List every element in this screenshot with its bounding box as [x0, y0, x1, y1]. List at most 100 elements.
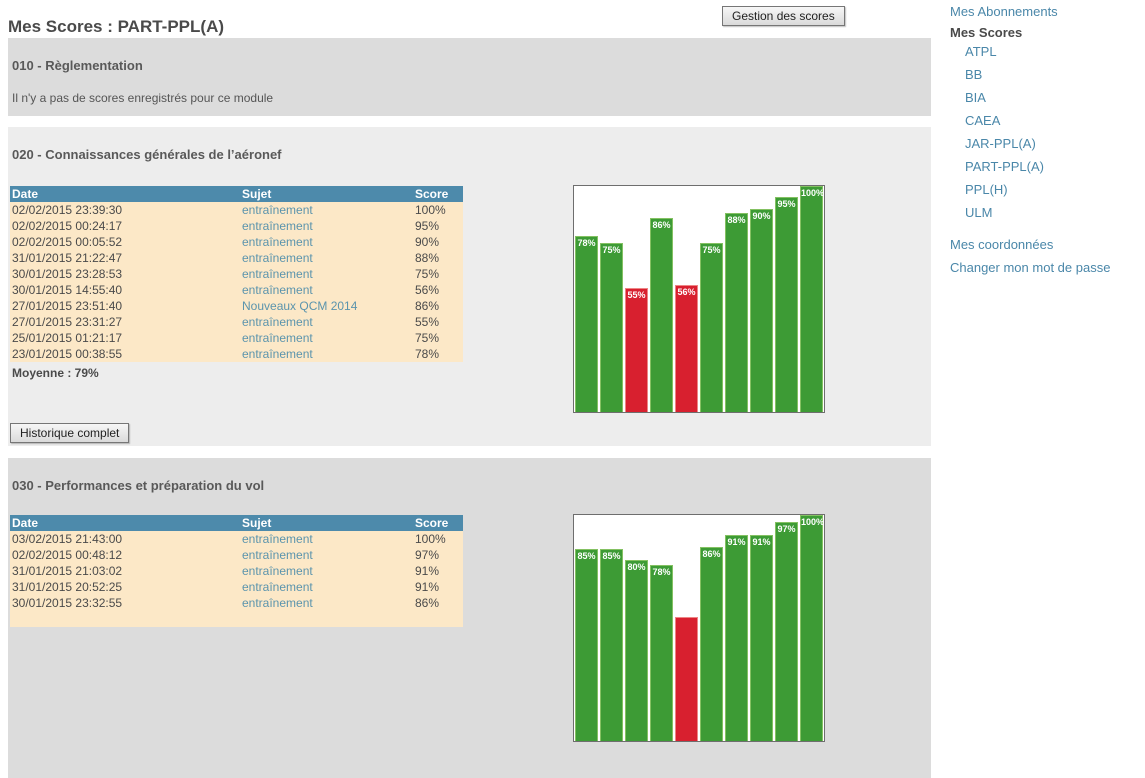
sidebar-item-ppl-h[interactable]: PPL(H): [965, 182, 1008, 197]
column-header-score: Score: [415, 187, 449, 201]
bar-label: 91%: [752, 537, 771, 548]
score-value: 56%: [415, 283, 440, 297]
score-bar: 88%: [725, 213, 748, 412]
sidebar-item-caea[interactable]: CAEA: [965, 113, 1001, 128]
bar-label: 55%: [627, 289, 646, 300]
score-value: 91%: [415, 564, 440, 578]
score-date: 30/01/2015 14:55:40: [12, 283, 123, 297]
score-date: 27/01/2015 23:51:40: [12, 299, 123, 313]
sidebar-link-mes-abonnements[interactable]: Mes Abonnements: [950, 4, 1058, 19]
score-bar: [675, 616, 698, 741]
score-date: 30/01/2015 23:32:55: [12, 596, 123, 610]
score-subject-link[interactable]: entraînement: [242, 347, 313, 361]
table-row: 31/01/2015 20:52:25 entraînement 91%: [10, 579, 463, 595]
bar-label: 86%: [702, 548, 721, 559]
score-date: 02/02/2015 00:48:12: [12, 548, 123, 562]
score-subject-link[interactable]: entraînement: [242, 532, 313, 546]
score-subject-link[interactable]: entraînement: [242, 548, 313, 562]
score-subject-link[interactable]: entraînement: [242, 596, 313, 610]
score-bar: 100%: [800, 186, 825, 412]
score-subject-link[interactable]: entraînement: [242, 251, 313, 265]
bar-label: 75%: [702, 244, 721, 255]
score-value: 86%: [415, 299, 440, 313]
bar-label: 78%: [577, 237, 596, 248]
score-chart: 85% 85% 80% 78% 86% 91% 91% 97% 100%: [573, 514, 825, 742]
sidebar-item-part-ppl-a[interactable]: PART-PPL(A): [965, 159, 1044, 174]
manage-scores-button[interactable]: Gestion des scores: [722, 6, 845, 26]
score-subject-link[interactable]: entraînement: [242, 283, 313, 297]
table-header-row: Date Sujet Score: [10, 515, 463, 531]
average-label: Moyenne : 79%: [12, 366, 99, 380]
score-bar: 95%: [775, 197, 798, 412]
sidebar-link-mes-coordonn-es[interactable]: Mes coordonnées: [950, 237, 1054, 252]
score-bar: 85%: [600, 548, 623, 741]
score-bar: 85%: [575, 548, 598, 741]
score-subject-link[interactable]: entraînement: [242, 235, 313, 249]
score-subject-link[interactable]: [242, 611, 415, 627]
score-bar: 75%: [600, 242, 623, 412]
score-subject-link[interactable]: entraînement: [242, 267, 313, 281]
section-title: 020 - Connaissances générales de l’aéron…: [12, 147, 282, 162]
section-title: 030 - Performances et préparation du vol: [12, 478, 265, 493]
score-date: [10, 611, 242, 627]
score-value: 91%: [415, 580, 440, 594]
table-row: 30/01/2015 23:28:53 entraînement 75%: [10, 266, 463, 282]
score-bar: 55%: [625, 287, 648, 412]
score-subject-link[interactable]: Nouveaux QCM 2014: [242, 299, 358, 313]
score-bar: 78%: [575, 235, 598, 412]
bar-label: 100%: [801, 517, 825, 527]
score-value: 88%: [415, 251, 440, 265]
score-subject-link[interactable]: entraînement: [242, 203, 313, 217]
bar-label: 97%: [777, 523, 796, 534]
score-subject-link[interactable]: entraînement: [242, 564, 313, 578]
score-subject-link[interactable]: entraînement: [242, 315, 313, 329]
column-header-score: Score: [415, 516, 449, 530]
bar-label: 95%: [777, 199, 796, 210]
score-value: [415, 611, 463, 627]
table-row: [10, 611, 463, 627]
table-row: 31/01/2015 21:22:47 entraînement 88%: [10, 250, 463, 266]
table-header-row: Date Sujet Score: [10, 186, 463, 202]
table-row: 23/01/2015 00:38:55 entraînement 78%: [10, 346, 463, 362]
score-bar: 75%: [700, 242, 723, 412]
full-history-button[interactable]: Historique complet: [10, 423, 130, 443]
table-body: 02/02/2015 23:39:30 entraînement 100% 02/02…: [10, 202, 463, 362]
score-value: 90%: [415, 235, 440, 249]
bar-label: 88%: [727, 215, 746, 226]
score-bar: 91%: [725, 535, 748, 741]
score-subject-link[interactable]: entraînement: [242, 331, 313, 345]
score-bar: 100%: [800, 515, 825, 741]
sidebar-item-bia[interactable]: BIA: [965, 90, 986, 105]
bar-label: 86%: [652, 219, 671, 230]
bar-label: 85%: [577, 550, 596, 561]
score-date: 31/01/2015 21:22:47: [12, 251, 123, 265]
sidebar-link-changer-mon-mot-de-passe[interactable]: Changer mon mot de passe: [950, 260, 1111, 275]
score-value: 86%: [415, 596, 440, 610]
score-date: 02/02/2015 00:24:17: [12, 219, 123, 233]
table-row: 31/01/2015 21:03:02 entraînement 91%: [10, 563, 463, 579]
score-date: 03/02/2015 21:43:00: [12, 532, 123, 546]
table-row: 02/02/2015 00:05:52 entraînement 90%: [10, 234, 463, 250]
column-header-date: Date: [12, 187, 39, 201]
bar-label: 56%: [677, 287, 696, 298]
sidebar-item-ulm[interactable]: ULM: [965, 205, 993, 220]
score-chart: 78% 75% 55% 86% 56% 75% 88% 90% 95% 100%: [573, 185, 825, 413]
score-bar: 56%: [675, 285, 698, 412]
score-subject-link[interactable]: entraînement: [242, 219, 313, 233]
sidebar-item-bb[interactable]: BB: [965, 67, 983, 82]
score-value: 95%: [415, 219, 440, 233]
bar-label: 80%: [627, 562, 646, 573]
score-bar: 86%: [650, 217, 673, 412]
bar-label: 100%: [801, 188, 825, 198]
sidebar-title-mes-scores: Mes Scores: [950, 25, 1023, 40]
score-bar: 91%: [750, 535, 773, 741]
score-subject-link[interactable]: entraînement: [242, 580, 313, 594]
score-date: 27/01/2015 23:31:27: [12, 315, 123, 329]
score-value: 100%: [415, 532, 446, 546]
section-title: 010 - Règlementation: [12, 58, 143, 73]
sidebar-item-jar-ppl-a[interactable]: JAR-PPL(A): [965, 136, 1036, 151]
column-header-subject: Sujet: [242, 187, 272, 201]
section-020-connaissances-generales: 020 - Connaissances générales de l’aéron…: [8, 127, 931, 446]
sidebar-item-atpl[interactable]: ATPL: [965, 44, 997, 59]
bar-label: 78%: [652, 566, 671, 577]
